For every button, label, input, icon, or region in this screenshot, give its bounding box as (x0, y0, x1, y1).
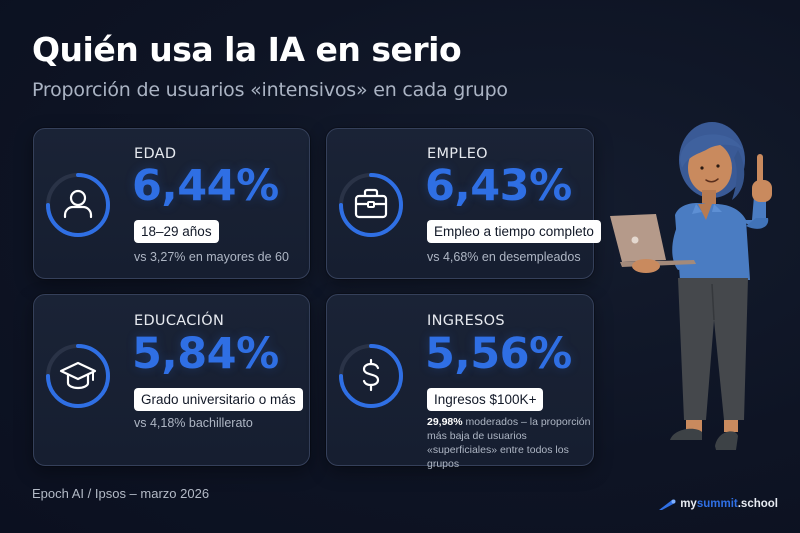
progress-ring (44, 171, 112, 239)
comparison-text: vs 3,27% en mayores de 60 (134, 250, 289, 264)
page-title: Quién usa la IA en serio (32, 30, 462, 69)
graduation-cap-icon (59, 361, 97, 390)
progress-ring (337, 171, 405, 239)
group-badge: 18–29 años (134, 220, 219, 243)
card-educacion: EDUCACIÓN 5,84% Grado universitario o má… (33, 294, 310, 466)
category-label: INGRESOS (427, 313, 505, 329)
group-badge: Empleo a tiempo completo (427, 220, 601, 243)
briefcase-icon (354, 188, 388, 219)
category-label: EDAD (134, 146, 177, 162)
percentage-value: 6,44% (132, 161, 279, 211)
percentage-value: 6,43% (425, 161, 572, 211)
brand-summit: summit (696, 498, 738, 510)
comparison-text: vs 4,18% bachillerato (134, 416, 253, 430)
person-icon (63, 189, 93, 219)
category-label: EDUCACIÓN (134, 313, 225, 329)
dollar-icon (362, 358, 380, 392)
telescope-icon (659, 499, 676, 510)
comparison-rest: moderados – la proporción más baja de us… (427, 416, 591, 470)
page-subtitle: Proporción de usuarios «intensivos» en c… (32, 79, 508, 101)
card-empleo: EMPLEO 6,43% Empleo a tiempo completo vs… (326, 128, 601, 279)
progress-ring (337, 342, 405, 410)
percentage-value: 5,84% (132, 329, 279, 379)
card-ingresos: INGRESOS 5,56% Ingresos $100K+ 29,98% mo… (326, 294, 594, 470)
card-edad: EDAD 6,44% 18–29 años vs 3,27% en mayore… (33, 128, 310, 279)
woman-with-laptop-illustration (610, 122, 772, 450)
brand-school: .school (737, 498, 778, 510)
comparison-text: vs 4,68% en desempleados (427, 250, 581, 264)
brand-my: my (680, 498, 697, 510)
group-badge: Grado universitario o más (134, 388, 303, 411)
category-label: EMPLEO (427, 146, 488, 162)
comparison-text: 29,98% moderados – la proporción más baj… (427, 415, 592, 471)
brand-logo[interactable]: mysummit.school (658, 497, 778, 511)
progress-ring (44, 342, 112, 410)
comparison-highlight: 29,98% (427, 416, 463, 428)
source-note: Epoch AI / Ipsos – marzo 2026 (32, 486, 210, 501)
group-badge: Ingresos $100K+ (427, 388, 544, 411)
percentage-value: 5,56% (425, 329, 572, 379)
